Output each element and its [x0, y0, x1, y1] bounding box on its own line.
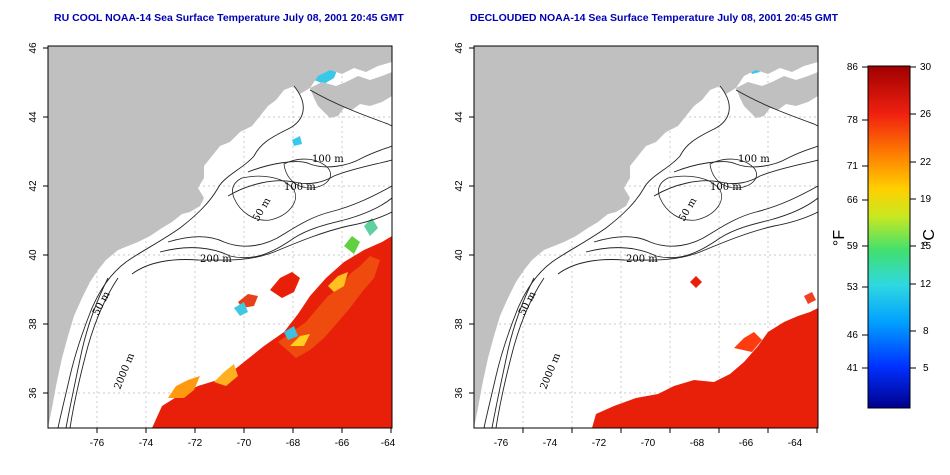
c-tick-label: 30	[920, 62, 932, 73]
y-tick-label: 44	[28, 111, 39, 123]
fahrenheit-unit-label: °F	[831, 230, 848, 246]
left-sst-field	[152, 64, 392, 428]
c-tick-label: 15	[920, 241, 932, 252]
c-tick-label: 26	[920, 109, 932, 120]
y-tick-label: 44	[454, 111, 465, 123]
contour-label: 100 m	[710, 182, 742, 193]
left-y-axis	[43, 47, 48, 394]
x-tick-label: -72	[188, 438, 203, 449]
c-tick-label: 19	[920, 194, 932, 205]
y-tick-label: 42	[454, 180, 465, 192]
f-tick-label: 71	[847, 161, 859, 172]
contour-label: 100 m	[738, 154, 770, 165]
x-tick-label: -68	[690, 438, 705, 449]
x-tick-label: -70	[641, 438, 656, 449]
contour-label: 200 m	[200, 254, 232, 265]
f-tick-label: 41	[847, 363, 859, 374]
y-tick-label: 46	[28, 42, 39, 54]
left-y-tick-labels: 46 44 42 40 38 36	[28, 42, 39, 399]
left-x-axis	[96, 428, 392, 433]
x-tick-label: -76	[90, 438, 105, 449]
c-tick-label: 8	[923, 326, 929, 337]
left-map-panel	[47, 45, 393, 429]
x-tick-label: -74	[543, 438, 558, 449]
f-tick-label: 78	[847, 115, 859, 126]
right-x-tick-labels: -76 -74 -72 -70 -68 -66 -64	[494, 438, 803, 449]
x-tick-label: -76	[494, 438, 509, 449]
x-tick-label: -68	[286, 438, 301, 449]
x-tick-label: -64	[381, 438, 396, 449]
celsius-unit-label: °C	[921, 229, 938, 247]
contour-label: 200 m	[626, 254, 658, 265]
c-tick-label: 5	[923, 363, 929, 374]
c-tick-label: 22	[920, 157, 932, 168]
y-tick-label: 36	[28, 387, 39, 399]
temperature-colorbar: 86 78 71 66 59 53 46 41 30 26 22 19 15 1…	[831, 62, 938, 409]
y-tick-label: 40	[28, 249, 39, 261]
y-tick-label: 46	[454, 42, 465, 54]
right-map-panel	[473, 45, 819, 429]
c-tick-label: 12	[920, 279, 932, 290]
fahrenheit-tick-labels: 86 78 71 66 59 53 46 41	[847, 62, 859, 374]
f-tick-label: 53	[847, 282, 859, 293]
x-tick-label: -74	[139, 438, 154, 449]
f-tick-label: 86	[847, 62, 859, 73]
f-tick-label: 46	[847, 330, 859, 341]
left-map-title: RU COOL NOAA-14 Sea Surface Temperature …	[54, 12, 404, 24]
y-tick-label: 38	[28, 318, 39, 330]
right-y-axis	[469, 47, 474, 394]
x-tick-label: -70	[237, 438, 252, 449]
right-x-axis	[522, 428, 818, 433]
y-tick-label: 40	[454, 249, 465, 261]
contour-label: 100 m	[284, 182, 316, 193]
y-tick-label: 38	[454, 318, 465, 330]
celsius-tick-labels: 30 26 22 19 15 12 8 5	[920, 62, 932, 374]
x-tick-label: -66	[739, 438, 754, 449]
y-tick-label: 36	[454, 387, 465, 399]
x-tick-label: -64	[788, 438, 803, 449]
right-y-tick-labels: 46 44 42 40 38 36	[454, 42, 465, 399]
f-tick-label: 59	[847, 241, 859, 252]
left-x-tick-labels: -76 -74 -72 -70 -68 -66 -64	[90, 438, 396, 449]
x-tick-label: -66	[335, 438, 350, 449]
contour-label: 100 m	[312, 154, 344, 165]
f-tick-label: 66	[847, 195, 859, 206]
right-map-title: DECLOUDED NOAA-14 Sea Surface Temperatur…	[470, 12, 839, 24]
y-tick-label: 42	[28, 180, 39, 192]
x-tick-label: -72	[592, 438, 607, 449]
colorbar-gradient	[867, 65, 911, 409]
